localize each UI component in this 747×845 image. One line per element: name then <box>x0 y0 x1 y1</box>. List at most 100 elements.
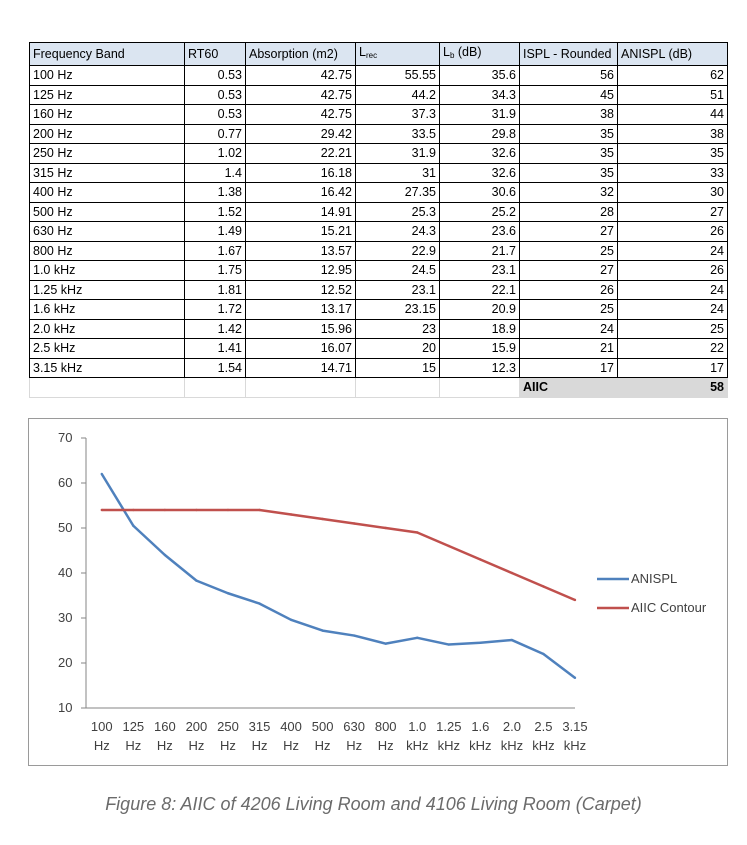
footer-empty-cell <box>439 377 520 398</box>
cell-anispl: 17 <box>617 357 728 378</box>
header-lb-main: L <box>443 45 450 59</box>
legend-label: AIIC Contour <box>631 600 707 615</box>
table-body: 100 Hz 0.53 42.75 55.55 35.6 56 62 125 Hz 0.53 42… <box>29 65 728 378</box>
table-row: 630 Hz 1.49 15.21 24.3 23.6 27 26 <box>29 221 728 242</box>
data-point <box>447 544 451 548</box>
footer-empty-cell <box>184 377 246 398</box>
cell-rt60: 0.53 <box>184 84 246 105</box>
aiic-label: AIIC <box>519 377 618 398</box>
data-point <box>479 558 482 561</box>
data-point <box>132 524 135 527</box>
header-ispl: ISPL - Rounded <box>519 42 618 66</box>
cell-band: 250 Hz <box>29 143 185 164</box>
cell-absorption: 14.91 <box>245 201 356 222</box>
data-point <box>573 598 577 602</box>
data-point <box>573 676 577 680</box>
cell-rt60: 1.75 <box>184 260 246 281</box>
cell-anispl: 26 <box>617 260 728 281</box>
cell-lb: 15.9 <box>439 338 520 359</box>
cell-ispl: 21 <box>519 338 618 359</box>
cell-band: 2.5 kHz <box>29 338 185 359</box>
data-point <box>163 508 167 512</box>
cell-anispl: 51 <box>617 84 728 105</box>
cell-lrec: 23 <box>355 318 440 339</box>
data-point <box>479 641 482 644</box>
aiic-value: 58 <box>617 377 728 398</box>
cell-ispl: 32 <box>519 182 618 203</box>
cell-lrec: 20 <box>355 338 440 359</box>
cell-anispl: 24 <box>617 299 728 320</box>
header-anispl: ANISPL (dB) <box>617 42 728 66</box>
table-row: 160 Hz 0.53 42.75 37.3 31.9 38 44 <box>29 104 728 125</box>
cell-lrec: 23.15 <box>355 299 440 320</box>
cell-anispl: 62 <box>617 65 728 86</box>
data-point <box>321 629 324 632</box>
header-lrec-main: L <box>359 45 366 59</box>
cell-band: 315 Hz <box>29 162 185 183</box>
cell-band: 500 Hz <box>29 201 185 222</box>
x-tick-unit-label: kHz <box>564 738 586 753</box>
cell-rt60: 1.41 <box>184 338 246 359</box>
y-tick-label: 50 <box>58 520 72 535</box>
data-point <box>289 618 293 621</box>
table-row: 3.15 kHz 1.54 14.71 15 12.3 17 17 <box>29 357 728 378</box>
x-tick-label: 500 <box>312 719 334 734</box>
x-tick-label: 2.5 <box>534 719 552 734</box>
table-row: 500 Hz 1.52 14.91 25.3 25.2 28 27 <box>29 201 728 222</box>
cell-absorption: 16.07 <box>245 338 356 359</box>
cell-lb: 22.1 <box>439 279 520 300</box>
line-chart: 10 20 30 40 50 60 70 100 Hz 125 Hz 160 Hz 200 Hz 250 Hz 3… <box>58 430 707 753</box>
cell-absorption: 16.18 <box>245 162 356 183</box>
cell-rt60: 0.77 <box>184 123 246 144</box>
cell-lb: 35.6 <box>439 65 520 86</box>
header-rt60: RT60 <box>184 42 246 66</box>
table-row: 315 Hz 1.4 16.18 31 32.6 35 33 <box>29 162 728 183</box>
x-tick-unit-label: Hz <box>188 738 204 753</box>
cell-lb: 23.6 <box>439 221 520 242</box>
cell-lb: 31.9 <box>439 104 520 125</box>
cell-lb: 29.8 <box>439 123 520 144</box>
x-tick-unit-label: kHz <box>438 738 460 753</box>
cell-band: 800 Hz <box>29 240 185 261</box>
x-tick-label: 315 <box>249 719 271 734</box>
cell-ispl: 27 <box>519 260 618 281</box>
cell-lrec: 37.3 <box>355 104 440 125</box>
cell-band: 2.0 kHz <box>29 318 185 339</box>
data-point <box>100 508 103 512</box>
cell-ispl: 25 <box>519 299 618 320</box>
data-point <box>258 508 261 512</box>
data-point <box>132 508 135 512</box>
data-point <box>321 517 324 521</box>
header-lrec: Lrec <box>355 42 440 66</box>
cell-band: 400 Hz <box>29 182 185 203</box>
data-point <box>163 553 167 557</box>
cell-absorption: 42.75 <box>245 104 356 125</box>
data-point <box>226 592 230 595</box>
cell-absorption: 14.71 <box>245 357 356 378</box>
y-tick-label: 10 <box>58 700 72 715</box>
cell-anispl: 30 <box>617 182 728 203</box>
cell-ispl: 35 <box>519 143 618 164</box>
cell-rt60: 1.52 <box>184 201 246 222</box>
cell-absorption: 42.75 <box>245 84 356 105</box>
cell-anispl: 35 <box>617 143 728 164</box>
table-row: 250 Hz 1.02 22.21 31.9 32.6 35 35 <box>29 143 728 164</box>
cell-band: 1.6 kHz <box>29 299 185 320</box>
table-footer-row: AIIC 58 <box>29 377 728 398</box>
cell-anispl: 26 <box>617 221 728 242</box>
x-tick-unit-label: Hz <box>157 738 173 753</box>
x-tick-unit-label: kHz <box>469 738 491 753</box>
cell-ispl: 24 <box>519 318 618 339</box>
x-tick-unit-label: Hz <box>220 738 236 753</box>
cell-absorption: 16.42 <box>245 182 356 203</box>
x-tick-label: 400 <box>280 719 302 734</box>
x-tick-label: 3.15 <box>562 719 587 734</box>
cell-anispl: 38 <box>617 123 728 144</box>
cell-absorption: 15.96 <box>245 318 356 339</box>
data-point <box>384 526 387 530</box>
cell-band: 630 Hz <box>29 221 185 242</box>
data-point <box>447 643 451 646</box>
series-line-aiic-contour <box>101 508 576 602</box>
x-tick-label: 2.0 <box>503 719 521 734</box>
cell-lb: 18.9 <box>439 318 520 339</box>
